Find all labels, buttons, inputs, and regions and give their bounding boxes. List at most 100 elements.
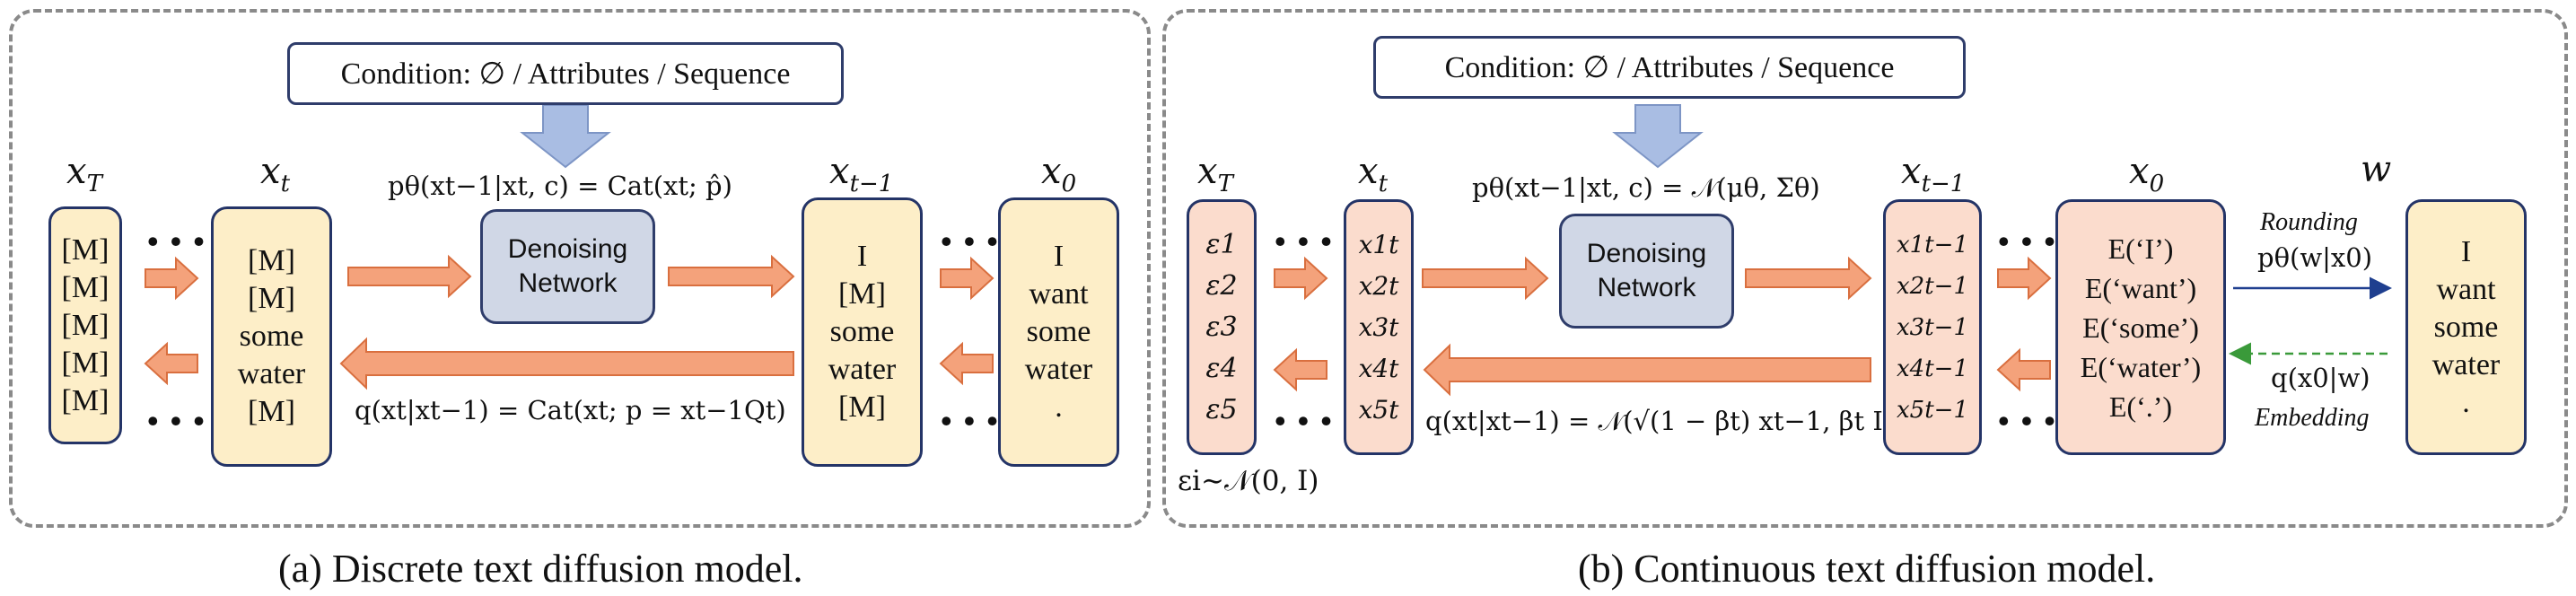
label-x0: x0	[1041, 151, 1077, 197]
rounding-label: Rounding	[2260, 208, 2358, 236]
token: water	[2431, 347, 2501, 381]
network-label: Network	[1597, 273, 1696, 302]
condition-text: Condition: ∅ / Attributes / Sequence	[340, 57, 791, 91]
condition-down-arrow-right	[1612, 104, 1704, 169]
network-label: Network	[518, 268, 618, 298]
token: some	[829, 315, 895, 348]
label-xt: xt	[260, 151, 291, 197]
token: x4t−1	[1897, 355, 1968, 382]
token: x5t	[1358, 394, 1399, 425]
arrow-rt-to-net	[1422, 256, 1549, 301]
token: [M]	[61, 308, 110, 342]
node-w: I want some water .	[2405, 199, 2527, 455]
embedding-label: Embedding	[2255, 404, 2370, 432]
token: want	[2436, 272, 2496, 306]
token: x5t−1	[1897, 396, 1968, 424]
dots: • • •	[941, 224, 1000, 259]
reverse-formula: pθ(xt−1|xt, c) = 𝒩(μθ, Σθ)	[1472, 172, 1820, 203]
condition-box-left: Condition: ∅ / Attributes / Sequence	[287, 42, 844, 105]
token: x1t	[1358, 229, 1399, 259]
token: x2t	[1358, 270, 1399, 301]
denoising-network-left: Denoising Network	[480, 209, 655, 324]
token: ε4	[1205, 352, 1238, 384]
arrow-rt-back-1	[1273, 347, 1327, 392]
arrow-lt-fwd-1	[145, 256, 199, 301]
token: E(‘water’)	[2080, 350, 2202, 383]
token: x3t	[1358, 311, 1399, 342]
condition-text: Condition: ∅ / Attributes / Sequence	[1444, 51, 1895, 84]
token: .	[2462, 385, 2470, 419]
embedding-formula: q(x0|w)	[2271, 363, 2370, 393]
token: [M]	[61, 346, 110, 380]
rounding-formula: pθ(w|x0)	[2257, 242, 2373, 273]
token: ε2	[1205, 269, 1238, 302]
dots: • • •	[147, 403, 206, 439]
arrow-lt-net-out	[668, 254, 795, 299]
token: E(‘.’)	[2108, 390, 2173, 423]
label-xT: xT	[66, 151, 102, 197]
token: E(‘want’)	[2084, 271, 2197, 304]
token: I	[856, 240, 868, 273]
token: [M]	[838, 390, 886, 424]
token: [M]	[61, 270, 110, 304]
token: [M]	[61, 383, 110, 417]
arrow-lt-fwd-2	[940, 256, 994, 301]
token: some	[2433, 310, 2499, 344]
dots: • • •	[1275, 403, 1334, 439]
token: some	[239, 320, 304, 353]
reverse-formula: pθ(xt−1|xt, c) = Cat(xt; p̂)	[388, 171, 732, 201]
token: ε5	[1205, 393, 1238, 425]
arrow-rt-fwd-2	[1997, 256, 2052, 301]
arrow-lt-back-2	[939, 341, 994, 386]
caption-discrete: (a) Discrete text diffusion model.	[278, 547, 803, 591]
token: [M]	[61, 232, 110, 267]
token: water	[828, 353, 897, 386]
dots: • • •	[1275, 224, 1334, 259]
node-xt: x1t x2t x3t x4t x5t	[1344, 199, 1414, 455]
caption-continuous: (b) Continuous text diffusion model.	[1578, 547, 2156, 591]
forward-formula: q(xt|xt−1) = 𝒩(√(1 − βt) xt−1, βt I)	[1425, 406, 1894, 436]
token: water	[1024, 353, 1093, 386]
token: [M]	[838, 277, 886, 311]
node-x0: I want some water .	[998, 197, 1119, 467]
dots: • • •	[147, 224, 206, 259]
token: x3t−1	[1897, 313, 1968, 341]
token: ε1	[1205, 228, 1238, 260]
token: I	[1053, 240, 1065, 273]
noise-label: εi∼𝒩(0, I)	[1178, 465, 1319, 497]
label-xt: xt	[1358, 151, 1389, 197]
token: ε3	[1205, 311, 1238, 343]
node-xT: ε1 ε2 ε3 ε4 ε5	[1187, 199, 1257, 455]
arrow-rt-back-2	[1996, 347, 2051, 392]
continuous-panel	[1162, 9, 2568, 528]
denoising-network-right: Denoising Network	[1559, 214, 1734, 329]
token: x1t−1	[1897, 231, 1968, 259]
token: want	[1029, 277, 1089, 311]
node-xt: [M] [M] some water [M]	[211, 206, 332, 467]
forward-formula: q(xt|xt−1) = Cat(xt; p = xt−1Qt)	[355, 395, 786, 425]
label-xT: xT	[1197, 151, 1233, 197]
arrow-rt-fwd-1	[1274, 256, 1328, 301]
node-x0: E(‘I’) E(‘want’) E(‘some’) E(‘water’) E(…	[2055, 199, 2226, 455]
node-xt1: x1t−1 x2t−1 x3t−1 x4t−1 x5t−1	[1883, 199, 1982, 455]
label-xt1: xt−1	[1901, 151, 1966, 197]
arrow-rt-net-out	[1745, 256, 1872, 301]
token: I	[2460, 234, 2472, 268]
token: some	[1026, 315, 1091, 348]
token: [M]	[248, 282, 295, 315]
arrow-rt-back-long	[1423, 343, 1871, 397]
dots: • • •	[941, 403, 1000, 439]
token: E(‘I’)	[2107, 232, 2174, 265]
label-x0: x0	[2129, 151, 2165, 197]
token: x2t−1	[1897, 272, 1968, 300]
token: E(‘some’)	[2082, 311, 2199, 344]
arrow-lt-back-long	[339, 337, 794, 390]
network-label: Denoising	[1586, 239, 1707, 268]
condition-down-arrow-left	[520, 104, 611, 169]
token: x4t	[1358, 353, 1399, 383]
label-w: w	[2361, 149, 2392, 190]
network-label: Denoising	[507, 234, 628, 264]
node-xt1: I [M] some water [M]	[802, 197, 923, 467]
token: .	[1055, 390, 1063, 424]
label-xt1: xt−1	[829, 151, 894, 197]
